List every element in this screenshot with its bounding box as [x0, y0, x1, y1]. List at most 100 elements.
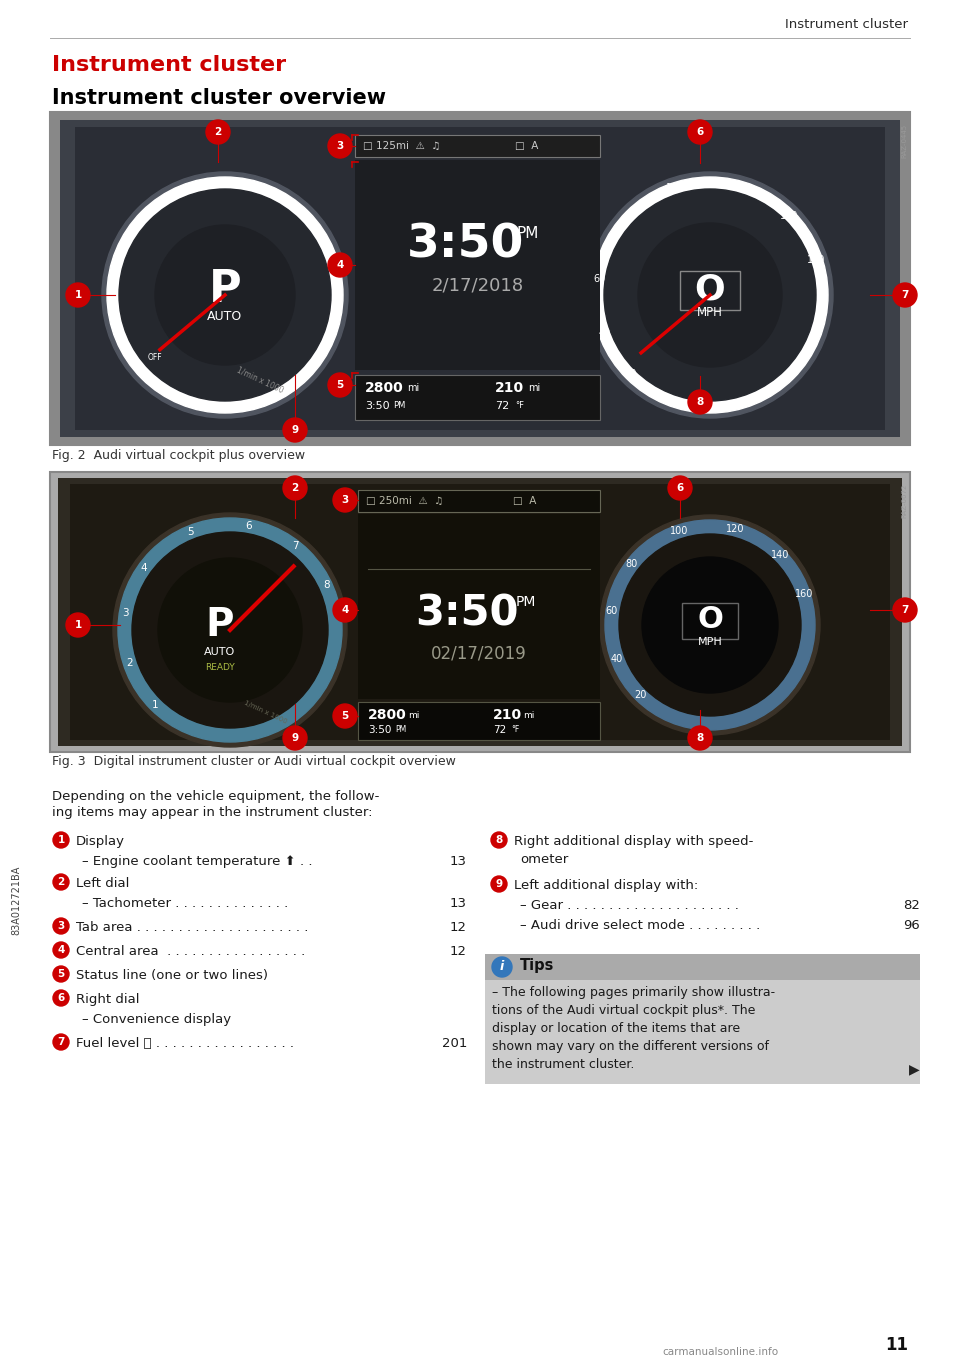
Text: 4: 4 — [141, 563, 148, 572]
Text: 2: 2 — [292, 483, 299, 493]
Text: 6: 6 — [696, 127, 704, 138]
Circle shape — [102, 172, 348, 418]
Text: 83A012721BA: 83A012721BA — [11, 866, 21, 935]
Circle shape — [893, 598, 917, 622]
Text: 1: 1 — [152, 701, 158, 710]
Text: 5: 5 — [342, 711, 348, 721]
Text: – Convenience display: – Convenience display — [82, 1013, 231, 1026]
Circle shape — [592, 177, 828, 413]
Text: mi: mi — [528, 383, 540, 393]
Text: 5: 5 — [180, 187, 186, 196]
Text: ing items may appear in the instrument cluster:: ing items may appear in the instrument c… — [52, 806, 372, 819]
Text: – Gear . . . . . . . . . . . . . . . . . . . . .: – Gear . . . . . . . . . . . . . . . . .… — [520, 900, 739, 912]
Text: 2: 2 — [58, 876, 64, 887]
FancyBboxPatch shape — [358, 514, 600, 699]
Text: Depending on the vehicle equipment, the follow-: Depending on the vehicle equipment, the … — [52, 791, 379, 803]
FancyBboxPatch shape — [50, 112, 910, 444]
Text: PM: PM — [393, 402, 405, 410]
Text: 6: 6 — [677, 483, 684, 493]
Text: °F: °F — [511, 725, 519, 735]
Circle shape — [638, 224, 782, 367]
Text: 2: 2 — [214, 127, 222, 138]
Text: Status line (one or two lines): Status line (one or two lines) — [76, 969, 268, 981]
Text: the instrument cluster.: the instrument cluster. — [492, 1058, 635, 1071]
Circle shape — [491, 831, 507, 848]
Text: 3:50: 3:50 — [368, 725, 392, 735]
Text: 100: 100 — [666, 184, 684, 194]
Text: PM: PM — [516, 596, 537, 609]
Circle shape — [283, 476, 307, 500]
FancyBboxPatch shape — [58, 478, 902, 746]
Text: 02/17/2019: 02/17/2019 — [431, 645, 527, 662]
Text: tions of the Audi virtual cockpit plus*. The: tions of the Audi virtual cockpit plus*.… — [492, 1005, 756, 1017]
Circle shape — [53, 831, 69, 848]
Text: 7: 7 — [58, 1037, 64, 1047]
Text: O: O — [697, 605, 723, 635]
FancyBboxPatch shape — [485, 954, 920, 980]
Text: 3:50: 3:50 — [365, 401, 390, 412]
Text: Fig. 3  Digital instrument cluster or Audi virtual cockpit overview: Fig. 3 Digital instrument cluster or Aud… — [52, 755, 456, 769]
Text: Right additional display with speed-: Right additional display with speed- — [514, 836, 754, 848]
Text: 96: 96 — [903, 919, 920, 932]
Circle shape — [53, 919, 69, 934]
Text: 13: 13 — [450, 855, 467, 868]
Text: Instrument cluster overview: Instrument cluster overview — [52, 89, 386, 108]
Text: 4: 4 — [336, 260, 344, 270]
Circle shape — [328, 254, 352, 277]
Circle shape — [893, 284, 917, 307]
Text: MPH: MPH — [697, 307, 723, 319]
Text: AUTO: AUTO — [207, 311, 243, 323]
Circle shape — [53, 966, 69, 981]
Text: 210: 210 — [495, 382, 524, 395]
Text: mi: mi — [407, 383, 420, 393]
Circle shape — [53, 1035, 69, 1050]
Text: – The following pages primarily show illustra-: – The following pages primarily show ill… — [492, 985, 775, 999]
Text: PM: PM — [516, 225, 539, 240]
Text: 3: 3 — [110, 273, 118, 282]
Text: □  A: □ A — [515, 140, 539, 151]
Text: 1/min x 1000: 1/min x 1000 — [243, 699, 287, 725]
Text: 72: 72 — [495, 401, 509, 412]
Text: carmanualsonline.info: carmanualsonline.info — [662, 1347, 778, 1358]
Circle shape — [158, 557, 302, 702]
Text: 4: 4 — [58, 945, 64, 955]
FancyBboxPatch shape — [355, 375, 600, 420]
Circle shape — [333, 598, 357, 622]
Text: °F: °F — [515, 402, 524, 410]
Circle shape — [328, 134, 352, 158]
Text: 3: 3 — [122, 608, 129, 619]
Circle shape — [66, 613, 90, 637]
Circle shape — [619, 534, 801, 716]
Circle shape — [688, 390, 712, 414]
Text: 60: 60 — [606, 607, 618, 616]
Text: 13: 13 — [450, 897, 467, 910]
Text: Instrument cluster: Instrument cluster — [52, 55, 286, 75]
FancyBboxPatch shape — [358, 491, 600, 512]
Text: – Tachometer . . . . . . . . . . . . . .: – Tachometer . . . . . . . . . . . . . . — [82, 897, 288, 910]
Text: 120: 120 — [727, 525, 745, 534]
Text: 7: 7 — [901, 605, 909, 615]
Circle shape — [53, 990, 69, 1006]
Text: 2/17/2018: 2/17/2018 — [431, 275, 523, 294]
Text: 9: 9 — [292, 733, 299, 743]
Text: 40: 40 — [599, 328, 611, 338]
Circle shape — [333, 705, 357, 728]
Circle shape — [155, 225, 295, 365]
Circle shape — [113, 512, 347, 747]
Text: 140: 140 — [780, 211, 799, 221]
Text: READY: READY — [205, 664, 235, 672]
Circle shape — [283, 418, 307, 442]
Circle shape — [491, 876, 507, 891]
Text: □  A: □ A — [513, 496, 537, 506]
Text: mi: mi — [523, 710, 535, 720]
Circle shape — [206, 120, 230, 144]
Circle shape — [600, 515, 820, 735]
Text: P: P — [205, 607, 234, 643]
Text: Fuel level ⓡ . . . . . . . . . . . . . . . . .: Fuel level ⓡ . . . . . . . . . . . . . .… — [76, 1037, 294, 1050]
Text: shown may vary on the different versions of: shown may vary on the different versions… — [492, 1040, 769, 1054]
Text: 8: 8 — [323, 243, 330, 252]
Text: Instrument cluster: Instrument cluster — [785, 19, 908, 31]
Text: RAZ-0445: RAZ-0445 — [901, 124, 907, 158]
Text: 2800: 2800 — [365, 382, 404, 395]
Text: Display: Display — [76, 836, 125, 848]
